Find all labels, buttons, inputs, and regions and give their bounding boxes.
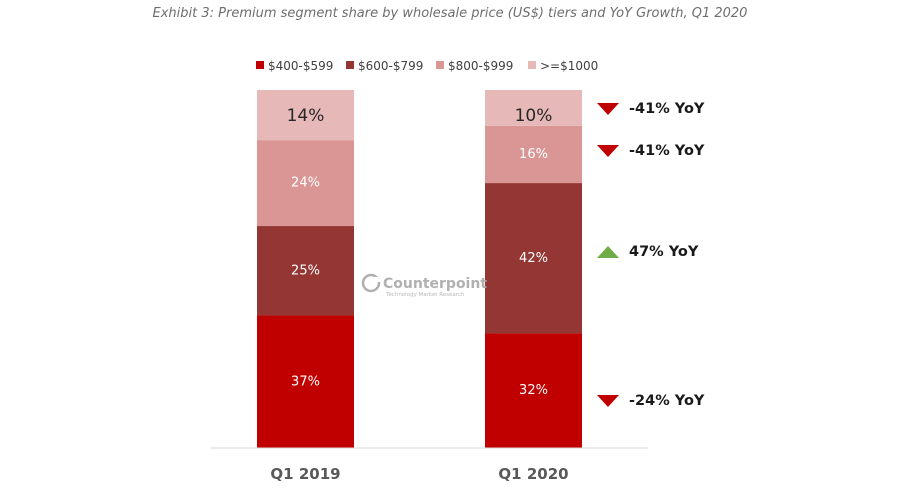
bar-segment: [257, 226, 354, 316]
counterpoint-logo-icon: [361, 273, 381, 293]
category-label: Q1 2020: [498, 465, 568, 483]
category-label: Q1 2019: [270, 465, 340, 483]
legend-swatch: [346, 61, 354, 69]
bar-segment: [485, 333, 582, 448]
bar-segment: [485, 90, 582, 126]
legend-label: $400-$599: [268, 59, 333, 73]
yoy-label: -24% YoY: [629, 393, 705, 409]
data-label: 42%: [519, 251, 548, 266]
bar-stacks: 37% 25% 24% 14% 32% 42% 16% 10%: [257, 90, 582, 448]
legend-label: >=$1000: [540, 59, 598, 73]
counterpoint-watermark: Counterpoint Technology Market Research: [361, 273, 487, 298]
bar-segment: [257, 315, 354, 448]
data-label: 24%: [291, 176, 320, 191]
legend-swatch: [256, 61, 264, 69]
data-label: 16%: [519, 147, 548, 162]
yoy-label: 47% YoY: [629, 244, 699, 260]
yoy-label: -41% YoY: [629, 143, 705, 159]
category-axis-labels: Q1 2019 Q1 2020: [270, 465, 568, 483]
watermark-subtitle: Technology Market Research: [385, 292, 465, 298]
data-label: 32%: [519, 383, 548, 398]
data-label: 10%: [515, 106, 553, 126]
legend-label: $600-$799: [358, 59, 423, 73]
legend-label: $800-$999: [448, 59, 513, 73]
down-triangle-icon: [597, 103, 619, 115]
down-triangle-icon: [597, 145, 619, 157]
chart-legend: $400-$599 $600-$799 $800-$999 >=$1000: [256, 59, 598, 73]
legend-swatch: [436, 61, 444, 69]
down-triangle-icon: [597, 395, 619, 407]
data-label: 14%: [287, 106, 325, 126]
data-label: 25%: [291, 263, 320, 278]
bar-segment: [485, 125, 582, 184]
yoy-label: -41% YoY: [629, 101, 705, 117]
yoy-annotations: -41% YoY -41% YoY 47% YoY -24% YoY: [597, 101, 705, 409]
chart-title: Exhibit 3: Premium segment share by whol…: [152, 6, 748, 21]
bar-segment: [257, 90, 354, 141]
data-label: 37%: [291, 374, 320, 389]
up-triangle-icon: [597, 246, 619, 258]
legend-swatch: [528, 61, 536, 69]
bar-segment: [485, 183, 582, 334]
bar-segment: [257, 140, 354, 227]
watermark-name: Counterpoint: [383, 276, 487, 292]
